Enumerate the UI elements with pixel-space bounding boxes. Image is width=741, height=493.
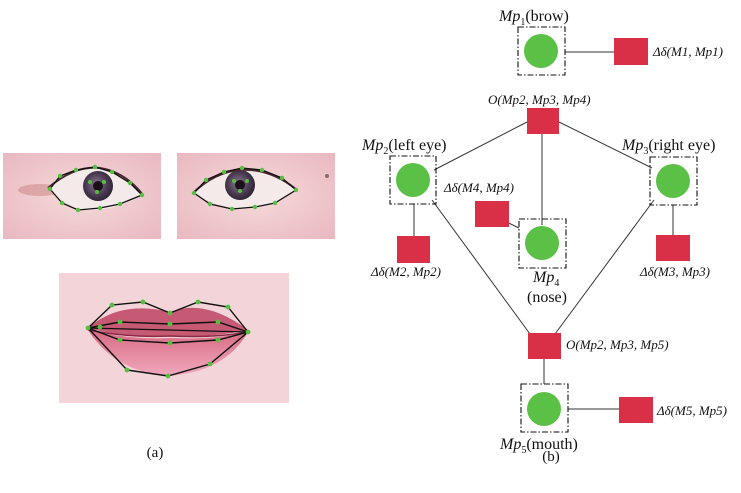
variable-node-mp2: Mp2(left eye) [361, 137, 447, 205]
variable-node-mp3: Mp3(right eye) [621, 137, 715, 206]
edge-mp3-o234 [558, 121, 653, 169]
factor-node-f3: Δδ(M3, Mp3) [639, 235, 710, 279]
variable-node-mp1: Mp1(brow) [498, 8, 569, 76]
mp1-label: Mp1(brow) [498, 8, 569, 28]
panel-a: (a) [3, 153, 335, 461]
right-eye-photo [177, 153, 335, 239]
left-eye-photo [3, 153, 161, 239]
factor-node-f2: Δδ(M2, Mp2) [370, 236, 441, 279]
mp2-label: Mp2(left eye) [361, 137, 447, 157]
f2-label: Δδ(M2, Mp2) [370, 264, 441, 279]
factor-node-f5: Δδ(M5, Mp5) [619, 397, 727, 423]
edge-mp2-o235 [431, 199, 531, 335]
factor-node-f4: Δδ(M4, Mp4) [443, 180, 514, 227]
factor-node-o234: O(Mp2, Mp3, Mp4) [488, 92, 591, 134]
mp3-label: Mp3(right eye) [621, 137, 715, 157]
o235-label: O(Mp2, Mp3, Mp5) [566, 337, 669, 352]
variable-node-mp4: Mp4 (nose) [518, 218, 567, 306]
panel-a-caption: (a) [147, 445, 164, 461]
panel-b-caption: (b) [542, 449, 560, 465]
mp5-label: Mp5(mouth) [499, 436, 578, 456]
factor-node-f1: Δδ(M1, Mp1) [614, 38, 723, 65]
edge-mp2-o234 [433, 121, 528, 171]
edge-mp3-o235 [554, 199, 655, 335]
factor-node-o235: O(Mp2, Mp3, Mp5) [528, 333, 669, 359]
mp4-label: Mp4 [532, 269, 559, 289]
f3-label: Δδ(M3, Mp3) [639, 264, 710, 279]
f4-label: Δδ(M4, Mp4) [443, 180, 514, 195]
mouth-photo [59, 273, 289, 403]
variable-node-mp5: Mp5(mouth) [499, 383, 578, 456]
mp4-name: (nose) [527, 289, 567, 306]
f1-label: Δδ(M1, Mp1) [652, 44, 723, 59]
f5-label: Δδ(M5, Mp5) [656, 403, 727, 418]
panel-b: Mp1(brow) Mp2(left eye) Mp3(right eye) M… [361, 8, 727, 465]
o234-label: O(Mp2, Mp3, Mp4) [488, 92, 591, 107]
